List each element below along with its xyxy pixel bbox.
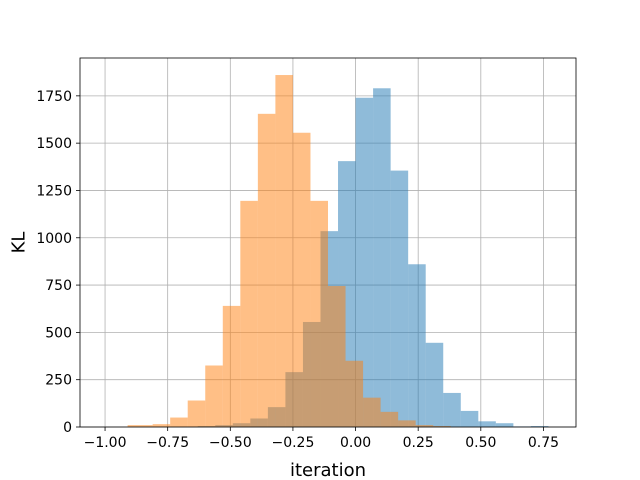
x-tick-label-2: −0.50: [209, 435, 252, 451]
x-tick-label-0: −1.00: [84, 435, 127, 451]
series-1-bar-6: [240, 200, 258, 427]
y-tick-label-6: 1500: [36, 136, 72, 152]
x-tick-label-7: 0.75: [528, 435, 559, 451]
series-1-bar-7: [257, 113, 276, 428]
axis-ticks: −1.00 −0.75 −0.50 −0.25 0.00 0.25 0.50 0.75 0 250…: [36, 89, 559, 451]
series-1-bar-12: [345, 360, 364, 427]
series-1-bar-17: [433, 426, 451, 427]
x-tick-label-3: −0.25: [271, 435, 314, 451]
histogram-bars: [127, 75, 549, 428]
series-0-bar-16: [460, 410, 479, 427]
y-axis-label: KL: [8, 232, 29, 254]
series-0-bar-11: [373, 88, 391, 428]
series-1-bar-0: [127, 425, 153, 427]
y-tick-label-2: 500: [45, 325, 72, 341]
series-0-bar-10: [355, 97, 374, 427]
series-0-bar-14: [425, 342, 444, 427]
series-1-bar-10: [310, 200, 328, 427]
series-0-bar-20: [530, 426, 549, 427]
series-1-bar-14: [380, 411, 399, 427]
series-1-bar-9: [292, 132, 311, 427]
series-1-bar-4: [205, 365, 223, 427]
x-tick-label-4: 0.00: [340, 435, 371, 451]
series-1-bar-11: [328, 286, 346, 427]
series-1-bar-1: [152, 424, 171, 427]
series-1-bar-8: [275, 75, 293, 428]
y-tick-label-7: 1750: [36, 89, 72, 105]
series-1-bar-5: [222, 305, 241, 427]
x-tick-label-1: −0.75: [146, 435, 189, 451]
series-0-bar-13: [408, 264, 426, 427]
y-tick-label-5: 1250: [36, 183, 72, 199]
series-0-bar-15: [443, 392, 461, 427]
y-tick-label-0: 0: [63, 420, 72, 436]
series-1-bar-15: [398, 420, 416, 427]
series-0-bar-12: [390, 170, 409, 428]
plot-frame: [79, 57, 577, 428]
y-tick-label-3: 750: [45, 278, 72, 294]
y-tick-label-1: 250: [45, 373, 72, 389]
series-1-bar-3: [187, 400, 206, 427]
x-tick-label-6: 0.50: [465, 435, 496, 451]
series-1-bar-2: [170, 417, 188, 427]
series-1-bar-13: [363, 397, 381, 427]
series-0-bar-18: [495, 423, 514, 427]
x-tick-label-5: 0.25: [403, 435, 434, 451]
x-axis-label: iteration: [290, 460, 366, 480]
series-0-bar-17: [478, 421, 496, 427]
series-1-bar-16: [415, 425, 434, 427]
y-tick-label-4: 1000: [36, 231, 72, 247]
